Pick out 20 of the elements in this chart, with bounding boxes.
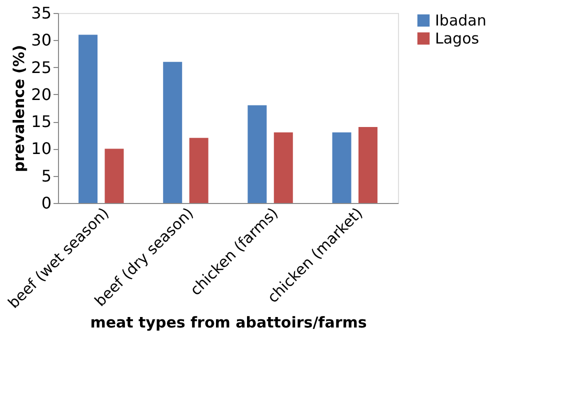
bar <box>332 132 352 203</box>
legend-label: Ibadan <box>435 12 486 30</box>
bar <box>248 105 267 203</box>
bar <box>189 138 208 203</box>
bar <box>78 34 98 203</box>
y-tick-label: 5 <box>41 166 52 186</box>
y-tick-label: 25 <box>31 58 52 77</box>
bar <box>274 132 293 203</box>
bar <box>358 127 378 203</box>
bar <box>104 148 124 203</box>
y-tick-label: 30 <box>31 30 52 50</box>
y-tick-label: 20 <box>31 84 52 104</box>
y-axis-title: prevalence (%) <box>10 44 28 172</box>
y-tick-label: 15 <box>31 112 52 132</box>
y-tick-label: 10 <box>31 139 52 158</box>
legend-label: Lagos <box>435 30 480 48</box>
y-tick-label: 0 <box>41 194 52 212</box>
bar <box>163 62 182 203</box>
y-tick-label: 35 <box>31 4 52 22</box>
x-axis-title: meat types from abattoirs/farms <box>90 313 367 332</box>
